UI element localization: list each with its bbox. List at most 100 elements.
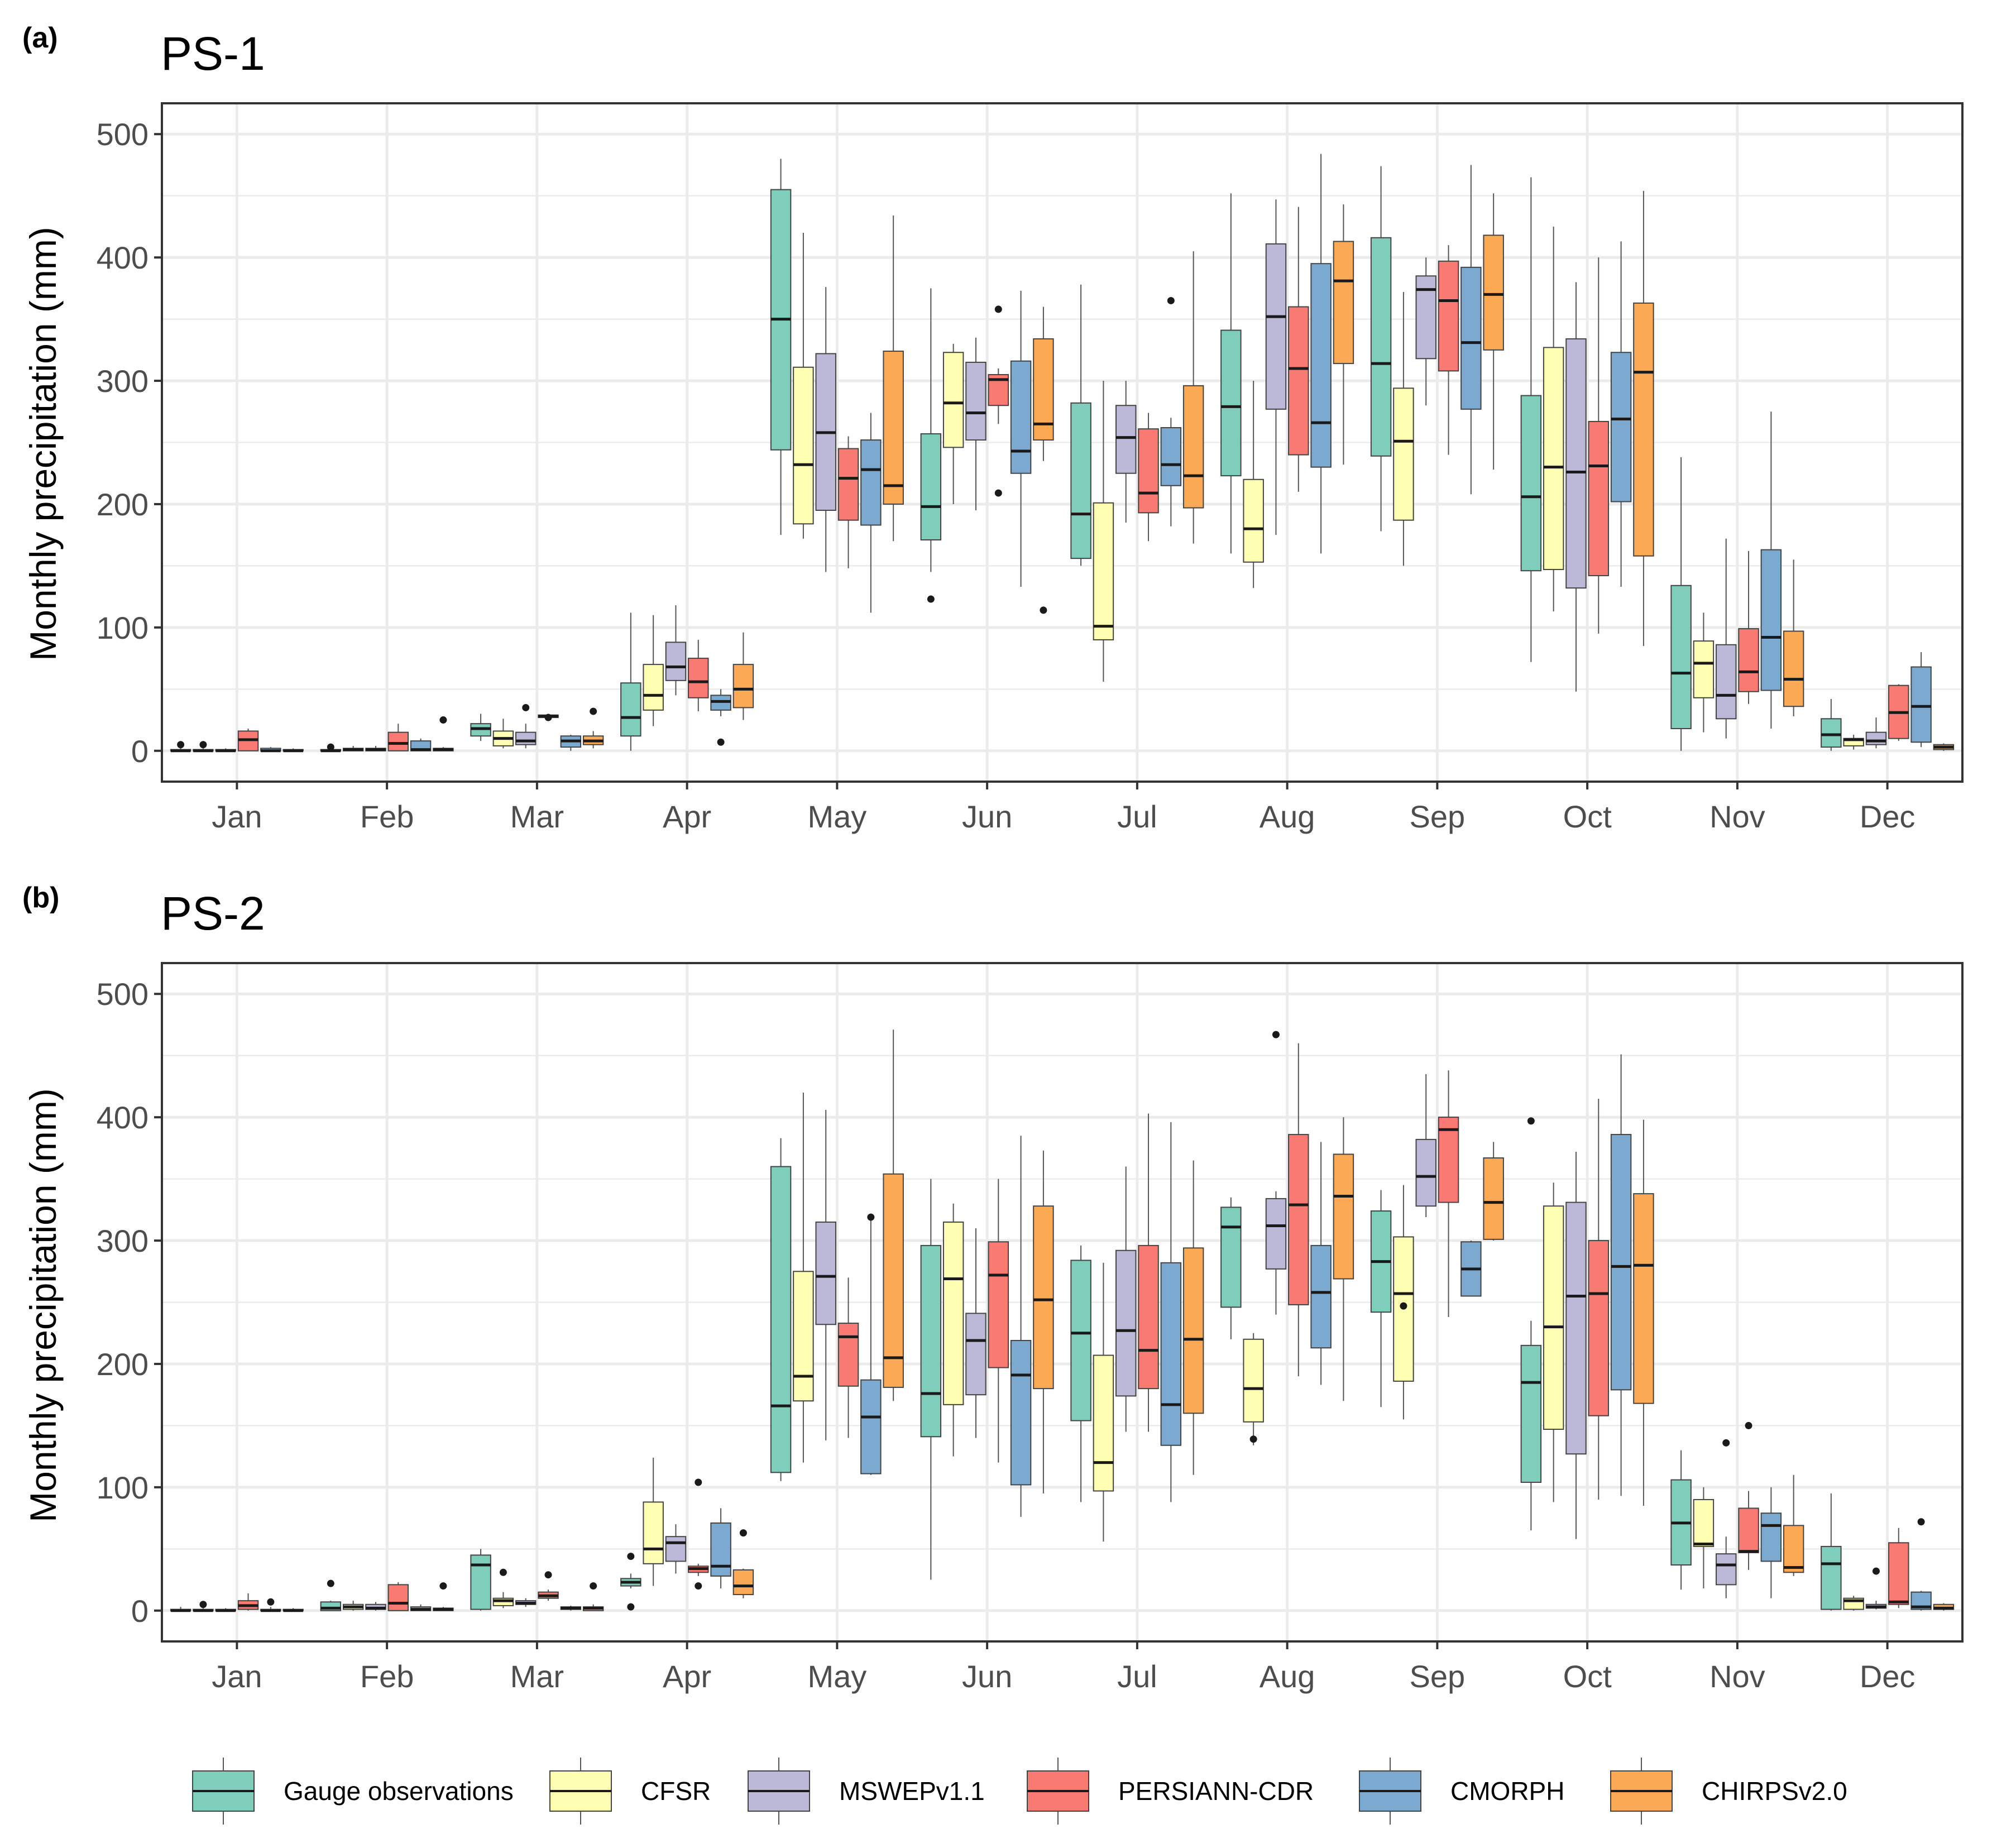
outlier-point (327, 1579, 334, 1587)
box-body (1333, 241, 1354, 365)
box-body (770, 1166, 792, 1473)
box-body (1633, 1193, 1654, 1404)
panel-a-series-persiann-cdr (237, 207, 1909, 751)
box (1033, 1150, 1054, 1493)
panel-b-x-tick-label: Jul (1117, 1659, 1157, 1694)
box-body (1565, 1201, 1587, 1455)
panel-a-x-tick-label: Apr (663, 799, 711, 834)
panel-b-x-tick-label: Feb (360, 1659, 414, 1694)
box-body (1138, 428, 1159, 514)
box-body (1693, 1498, 1715, 1547)
box (1093, 1262, 1114, 1542)
box (1888, 684, 1909, 741)
outlier-point (544, 1571, 552, 1579)
box (193, 1601, 214, 1612)
box (1310, 154, 1332, 554)
box (1760, 411, 1782, 729)
outlier-point (267, 1598, 275, 1606)
box (1243, 1333, 1264, 1445)
box (620, 612, 641, 751)
box-body (1010, 1339, 1032, 1486)
panel-b-y-tick-label: 200 (97, 1347, 149, 1382)
panel-b-x-tick-label: Nov (1709, 1659, 1765, 1694)
box (1821, 1493, 1842, 1611)
panel-a-y-tick-label: 0 (131, 734, 149, 769)
box (1460, 1241, 1482, 1297)
box (1070, 1245, 1091, 1502)
box (1865, 1567, 1887, 1610)
box (470, 1549, 491, 1611)
box-body (1033, 1205, 1054, 1390)
outlier-point (1400, 1302, 1407, 1310)
box (1633, 1119, 1654, 1506)
box (1610, 1054, 1632, 1496)
box (215, 748, 236, 753)
box (793, 1092, 814, 1463)
box (1182, 251, 1204, 544)
box (942, 1203, 964, 1457)
box (1565, 1151, 1587, 1539)
outlier-point (739, 1529, 747, 1537)
box-body (1865, 731, 1887, 745)
panel-b-series-chirpsv2-0 (282, 1030, 1955, 1612)
box (365, 745, 386, 751)
box-body (1115, 1249, 1137, 1397)
box (710, 1508, 731, 1589)
box (492, 719, 514, 749)
box (965, 337, 987, 510)
box (1265, 1031, 1287, 1315)
box (1910, 652, 1932, 748)
box-body (1288, 1134, 1309, 1305)
box-body (1738, 628, 1759, 692)
box-body (1760, 1512, 1782, 1562)
box-body (515, 731, 537, 745)
box (1138, 1113, 1159, 1432)
box (1933, 1603, 1955, 1611)
box-body (1182, 1247, 1204, 1414)
panel-a-x-tick-label: Aug (1260, 799, 1315, 834)
panel-b-x-tick-label: Apr (663, 1659, 711, 1694)
box (1115, 381, 1137, 523)
box (260, 747, 281, 753)
box-body (883, 351, 904, 505)
box-body (1093, 1354, 1114, 1492)
panel-a-x-tick-label: Dec (1860, 799, 1916, 834)
box (688, 639, 709, 712)
box-body (920, 1244, 942, 1438)
panel-a-series-cfsr (193, 226, 1864, 753)
box-body (1288, 306, 1309, 456)
box (282, 748, 304, 753)
box (237, 1593, 259, 1611)
box (1520, 1117, 1542, 1531)
box-body (837, 448, 859, 521)
box (193, 741, 214, 753)
box-body (470, 1554, 491, 1610)
outlier-point (1249, 1435, 1257, 1443)
box (320, 743, 342, 753)
box-body (883, 1173, 904, 1388)
box (1843, 735, 1864, 750)
box (560, 735, 582, 751)
box-body (815, 1221, 836, 1325)
outlier-point (199, 1601, 207, 1608)
box (433, 1582, 454, 1611)
box (1633, 190, 1654, 646)
box (492, 1568, 514, 1608)
box (1843, 1596, 1864, 1611)
panel-b-letter: (b) (22, 882, 59, 914)
legend-item-mswepv1-1: MSWEPv1.1 (748, 1758, 985, 1825)
box (1370, 166, 1392, 532)
panel-a-x-tick-label: Jun (962, 799, 1012, 834)
legend-label: Gauge observations (284, 1777, 514, 1806)
box-body (920, 433, 942, 541)
panel-b-series-cfsr (193, 1092, 1864, 1612)
box-body (1393, 387, 1414, 521)
outlier-point (590, 1582, 597, 1590)
box (1010, 290, 1032, 587)
panel-b-panel-border (161, 962, 1964, 1643)
box (1160, 1122, 1182, 1502)
box-body (1220, 329, 1242, 477)
box-body (1370, 237, 1392, 457)
panel-a-x-tick-label: Nov (1709, 799, 1765, 834)
panel-a-series-chirpsv2-0 (282, 190, 1955, 753)
